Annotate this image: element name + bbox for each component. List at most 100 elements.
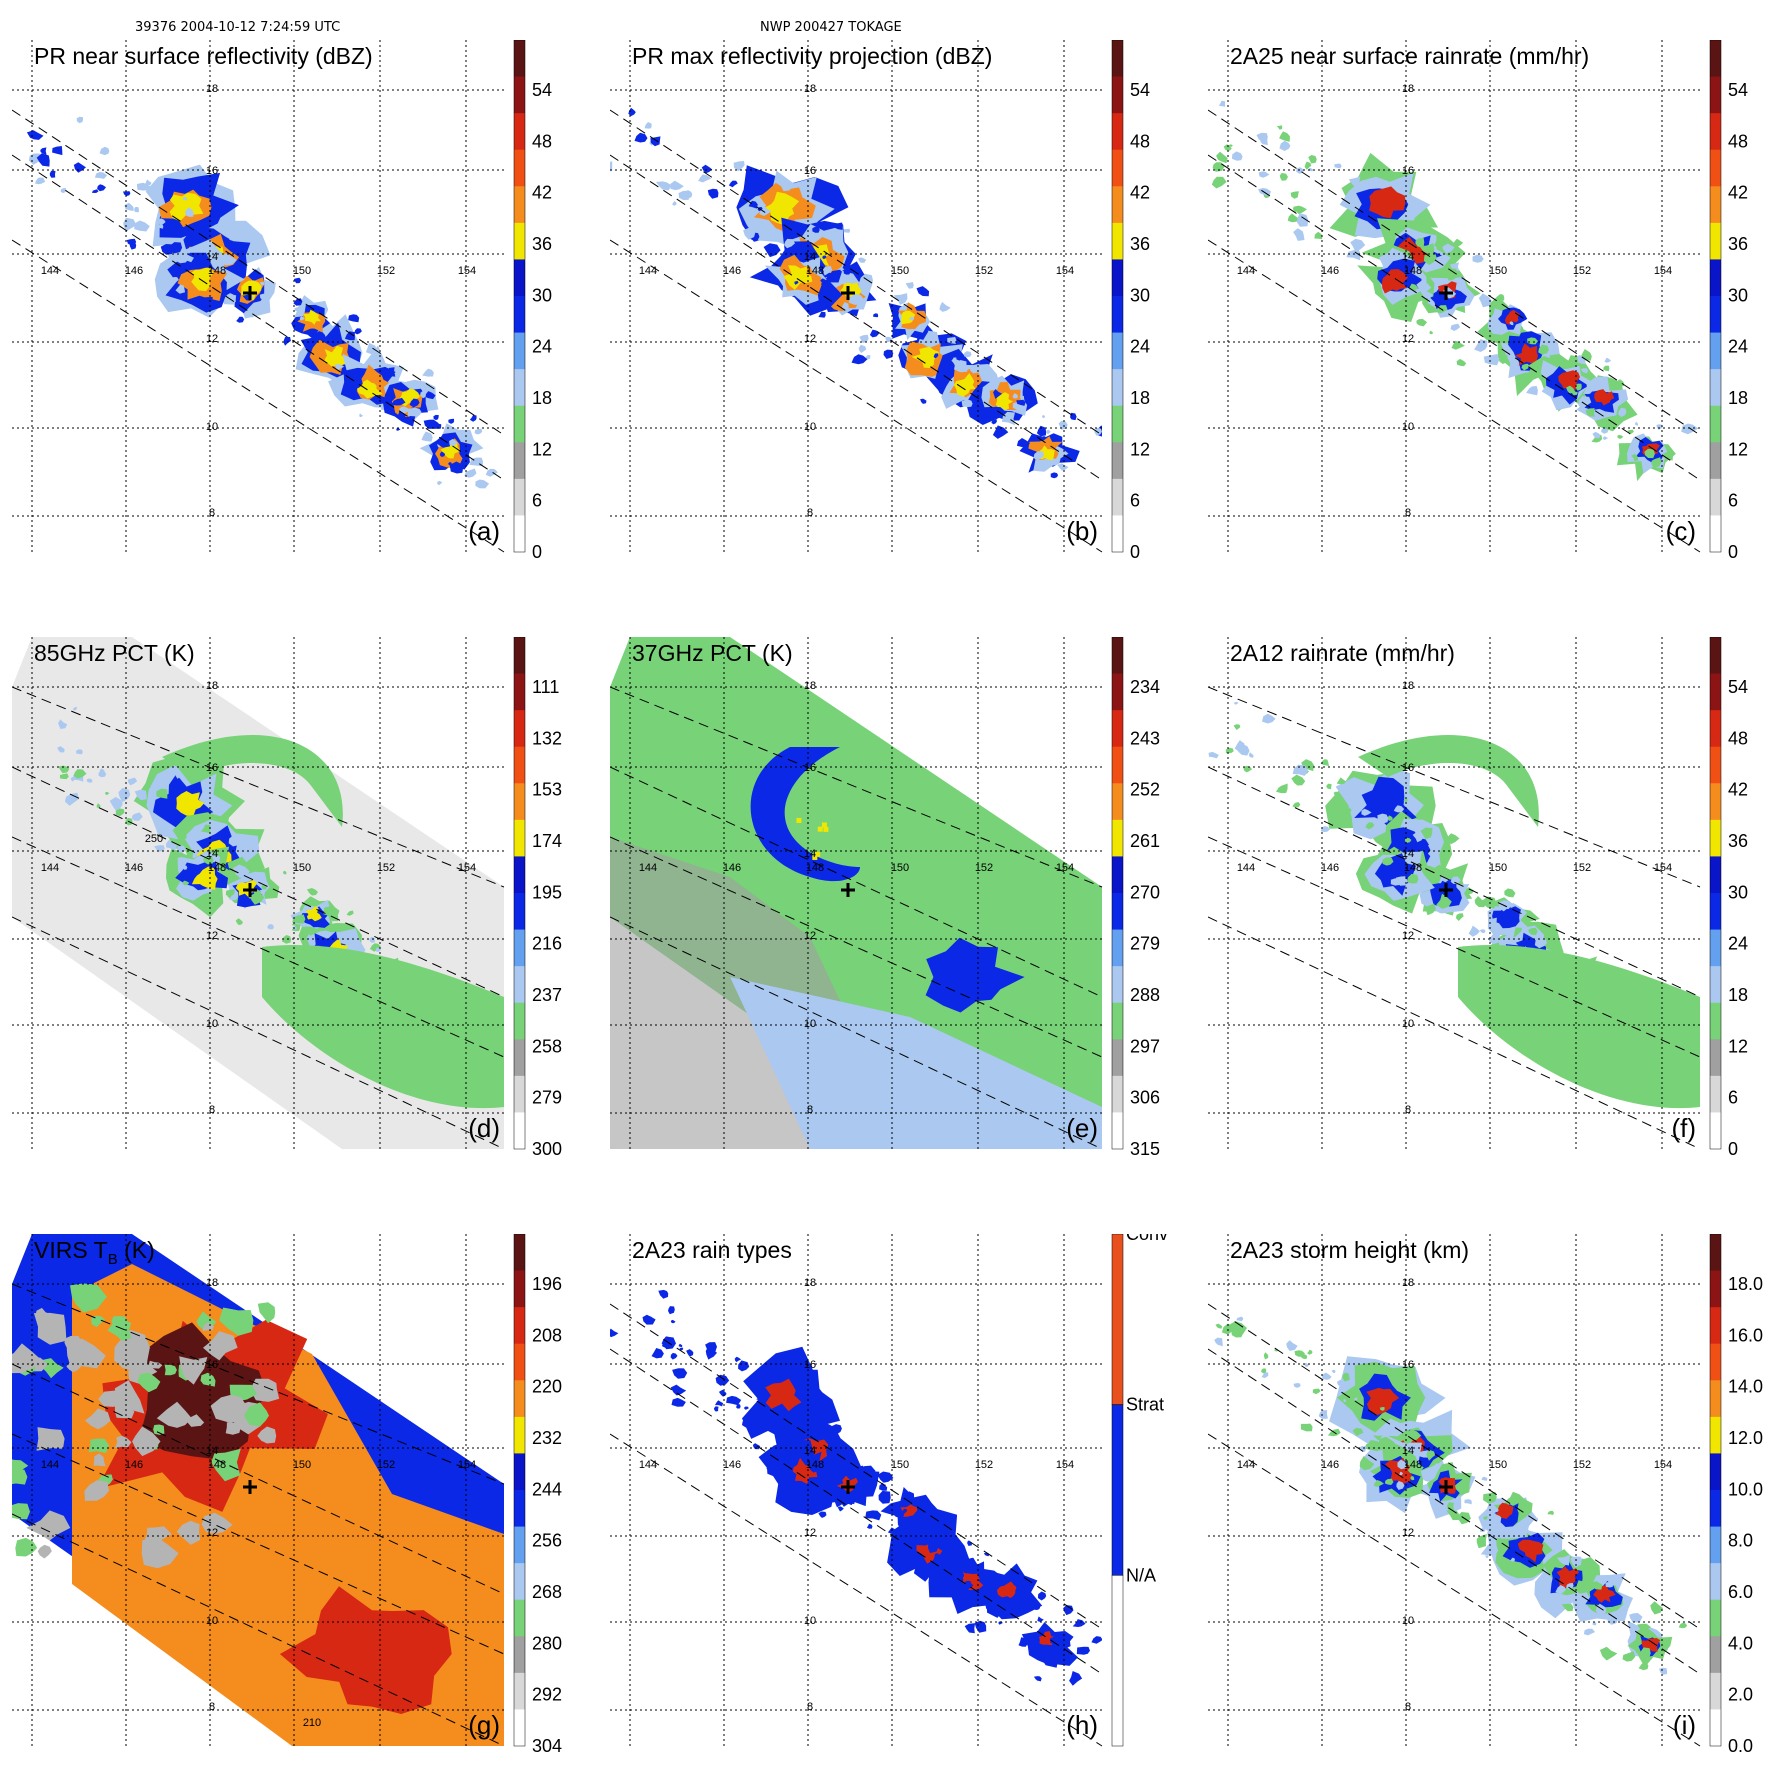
cloud-fleck (153, 1424, 165, 1435)
colorbar-tick-label: 24 (1728, 337, 1748, 357)
rain-speck (200, 824, 211, 834)
colorbar-tick-label: 6.0 (1728, 1582, 1753, 1602)
rain-speck (1627, 429, 1634, 435)
rain-speck (105, 791, 110, 796)
rain-speck (1617, 407, 1627, 417)
swath-edge-line (1208, 766, 1701, 998)
rain-speck (1307, 1349, 1313, 1355)
rain-speck (905, 282, 914, 289)
rain-speck (1504, 888, 1516, 898)
lon-tick-label: 144 (1237, 862, 1255, 874)
rain-speck (1596, 1612, 1602, 1618)
rain-speck (1262, 713, 1276, 724)
lon-tick-label: 154 (458, 265, 476, 277)
rain-cell (176, 791, 205, 817)
rain-speck (1421, 290, 1434, 299)
colorbar-tick-label: 6 (532, 491, 542, 511)
colorbar-segment (1112, 856, 1123, 894)
rain-speck (1423, 865, 1438, 879)
rain-speck (974, 1620, 987, 1633)
lon-tick-label: 144 (639, 862, 657, 874)
lat-tick-label: 8 (209, 507, 215, 519)
swath-edge-line (12, 109, 505, 436)
rain-speck (449, 461, 463, 474)
rain-speck (879, 1482, 888, 1491)
swath-edge-line (610, 916, 1103, 1150)
rain-speck (774, 1454, 788, 1465)
data-field-i (1214, 1316, 1688, 1675)
rain-speck (1582, 387, 1592, 395)
lon-tick-label: 152 (377, 862, 395, 874)
rain-speck (957, 1572, 965, 1580)
rain-speck (348, 314, 360, 323)
rain-speck (820, 278, 828, 284)
cloud-fleck (257, 1426, 277, 1444)
colorbar-tick-label: 48 (1728, 728, 1748, 748)
rain-speck (1276, 783, 1288, 794)
rain-speck (259, 282, 265, 286)
rain-speck (1001, 411, 1016, 426)
lat-tick-label: 10 (206, 421, 218, 433)
cold-pixel (796, 817, 802, 823)
colorbar-segment (514, 405, 525, 443)
colorbar-tick-label: 153 (532, 780, 562, 800)
lon-tick-label: 154 (1056, 862, 1074, 874)
colorbar-segment (1112, 76, 1123, 114)
rain-speck (991, 419, 997, 425)
colorbar-segment (514, 1075, 525, 1113)
colorbar-tick-label: 270 (1130, 882, 1160, 902)
colorbar-segment (514, 819, 525, 857)
panel-letter-label: (b) (1066, 516, 1098, 546)
rain-speck (672, 1368, 688, 1379)
colorbar-category-label: N/A (1126, 1565, 1156, 1585)
rain-speck (236, 316, 245, 323)
rain-speck (369, 943, 381, 952)
colorbar-segment (514, 1526, 525, 1564)
rain-speck (679, 1347, 684, 1351)
rain-speck (1576, 1580, 1590, 1594)
colorbar-frame (1709, 40, 1722, 553)
rain-speck (1484, 1555, 1489, 1559)
colorbar-segment (514, 1709, 525, 1747)
rain-speck (1434, 239, 1449, 249)
rain-speck (1599, 1646, 1618, 1661)
colorbar-segment (1112, 893, 1123, 931)
cold-pixel (815, 851, 821, 857)
colorbar-frame (1709, 637, 1722, 1150)
colorbar-segment (514, 1307, 525, 1345)
rain-speck (1419, 1450, 1429, 1458)
lon-tick-label: 154 (1654, 1459, 1672, 1471)
lat-tick-label: 8 (807, 507, 813, 519)
colorbar-tick-label: 0 (1728, 542, 1738, 562)
colorbar-segment (1710, 1002, 1721, 1040)
colorbar-segment (1710, 819, 1721, 857)
rain-speck (1445, 267, 1459, 281)
rain-speck (109, 796, 123, 811)
rain-cell (1369, 186, 1406, 219)
colorbar-segment (1710, 929, 1721, 967)
colorbar-segment (1710, 1416, 1721, 1454)
rain-speck (1225, 747, 1234, 754)
colorbar-segment (514, 332, 525, 370)
rain-speck (926, 1517, 936, 1527)
rain-speck (865, 1510, 882, 1521)
lon-tick-label: 152 (975, 265, 993, 277)
colorbar-segment (514, 369, 525, 407)
rain-speck (399, 406, 411, 414)
panel-title: 2A25 near surface rainrate (mm/hr) (1230, 43, 1589, 69)
rain-speck (1555, 1585, 1567, 1595)
rain-speck (1446, 1510, 1460, 1521)
rain-speck (99, 146, 110, 156)
rain-speck (1094, 428, 1102, 436)
rain-speck (1509, 321, 1514, 326)
rain-cell (765, 1378, 802, 1412)
rain-speck (975, 397, 983, 404)
lon-tick-label: 148 (208, 1459, 226, 1471)
lat-tick-label: 18 (206, 83, 218, 95)
rain-speck (818, 1511, 827, 1518)
cloud-fleck (12, 1503, 30, 1520)
rain-cell (900, 310, 916, 325)
rain-speck (386, 367, 396, 377)
data-field-d (12, 637, 504, 1149)
storm-center-icon (841, 1480, 855, 1494)
